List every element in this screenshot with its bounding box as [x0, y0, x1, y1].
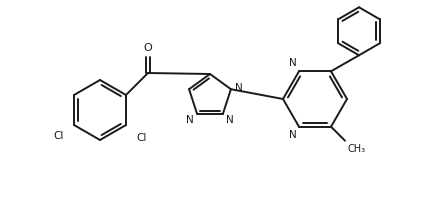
Text: N: N [235, 83, 243, 93]
Text: Cl: Cl [136, 133, 146, 143]
Text: Cl: Cl [54, 131, 64, 141]
Text: N: N [226, 115, 234, 125]
Text: N: N [289, 130, 297, 140]
Text: N: N [289, 58, 297, 68]
Text: N: N [186, 115, 194, 125]
Text: O: O [144, 43, 152, 53]
Text: CH₃: CH₃ [347, 144, 365, 154]
